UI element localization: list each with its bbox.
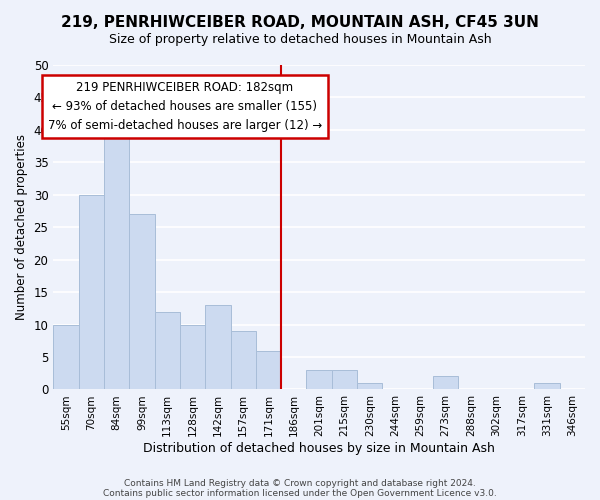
Bar — [129, 214, 155, 390]
Text: Contains public sector information licensed under the Open Government Licence v3: Contains public sector information licen… — [103, 488, 497, 498]
Text: Contains HM Land Registry data © Crown copyright and database right 2024.: Contains HM Land Registry data © Crown c… — [124, 478, 476, 488]
Bar — [535, 383, 560, 390]
Y-axis label: Number of detached properties: Number of detached properties — [15, 134, 28, 320]
Bar — [433, 376, 458, 390]
Bar — [357, 383, 382, 390]
Bar — [53, 324, 79, 390]
Text: 219, PENRHIWCEIBER ROAD, MOUNTAIN ASH, CF45 3UN: 219, PENRHIWCEIBER ROAD, MOUNTAIN ASH, C… — [61, 15, 539, 30]
Bar — [256, 350, 281, 390]
Text: Size of property relative to detached houses in Mountain Ash: Size of property relative to detached ho… — [109, 32, 491, 46]
Bar — [104, 136, 129, 390]
Bar — [155, 312, 180, 390]
Text: 219 PENRHIWCEIBER ROAD: 182sqm
← 93% of detached houses are smaller (155)
7% of : 219 PENRHIWCEIBER ROAD: 182sqm ← 93% of … — [48, 81, 322, 132]
X-axis label: Distribution of detached houses by size in Mountain Ash: Distribution of detached houses by size … — [143, 442, 495, 455]
Bar — [79, 195, 104, 390]
Bar — [205, 305, 230, 390]
Bar — [230, 331, 256, 390]
Bar — [307, 370, 332, 390]
Bar — [180, 324, 205, 390]
Bar — [332, 370, 357, 390]
